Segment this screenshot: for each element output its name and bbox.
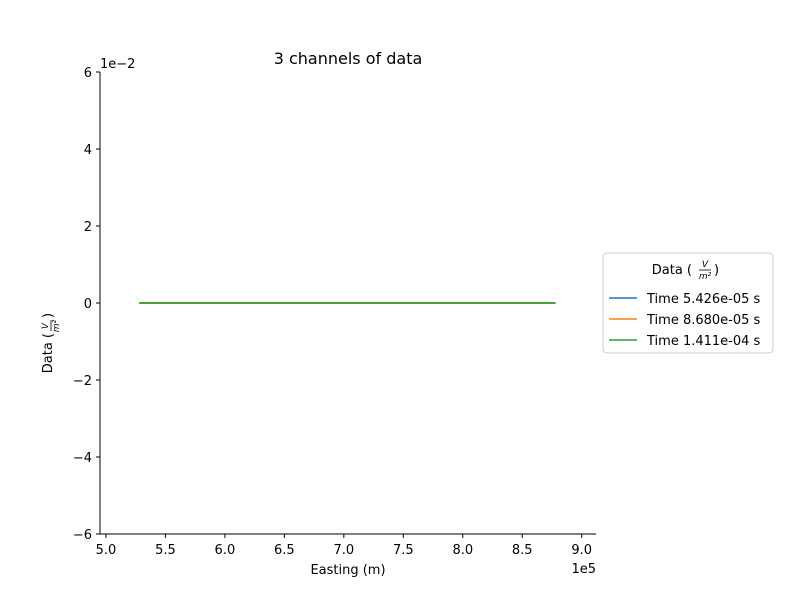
y-tick-label: 4 [84,143,92,158]
x-axis-title: Easting (m) [310,563,385,578]
legend-title-prefix: Data ( [652,263,692,278]
x-tick-label: 6.0 [215,543,236,558]
x-offset-label: 1e5 [571,562,596,577]
legend: Data ( V m² ) Time 5.426e-05 s Time 8.680… [602,252,774,354]
legend-frame [602,252,774,354]
y-ticks: −6 −4 −2 0 2 4 6 [73,66,100,543]
chart-title: 3 channels of data [274,49,423,68]
x-tick-label: 5.0 [96,543,117,558]
legend-entry-label: Time 5.426e-05 s [646,292,761,307]
legend-title-num: V [702,260,709,270]
legend-title: Data ( V m² ) [652,260,719,282]
y-offset-label: 1e−2 [100,57,135,72]
y-tick-label: 2 [84,220,92,235]
legend-title-suffix: ) [714,263,719,278]
y-axis-title-prefix: Data ( [41,333,56,373]
x-tick-label: 7.5 [393,543,414,558]
x-tick-label: 5.5 [155,543,176,558]
y-axis-title-suffix: ) [41,313,56,318]
legend-entry-label: Time 8.680e-05 s [646,313,761,328]
x-ticks: 5.0 5.5 6.0 6.5 7.0 7.5 8.0 8.5 9.0 [96,534,592,558]
x-tick-label: 8.5 [512,543,533,558]
x-tick-label: 9.0 [571,543,592,558]
legend-entry-label: Time 1.411e-04 s [646,334,761,349]
y-axis-title-num: V [41,322,51,329]
x-tick-label: 8.0 [452,543,473,558]
y-axis-title-den: m² [52,319,62,332]
y-axis-title: Data ( V m² ) [41,313,62,373]
y-tick-label: 6 [84,66,92,81]
x-tick-label: 7.0 [333,543,354,558]
y-tick-label: −2 [73,374,92,389]
x-tick-label: 6.5 [274,543,295,558]
y-tick-label: −4 [73,451,92,466]
y-tick-label: 0 [84,297,92,312]
legend-items: Time 5.426e-05 s Time 8.680e-05 s Time 1.4… [609,292,761,349]
legend-title-den: m² [699,272,712,282]
y-tick-label: −6 [73,528,92,543]
